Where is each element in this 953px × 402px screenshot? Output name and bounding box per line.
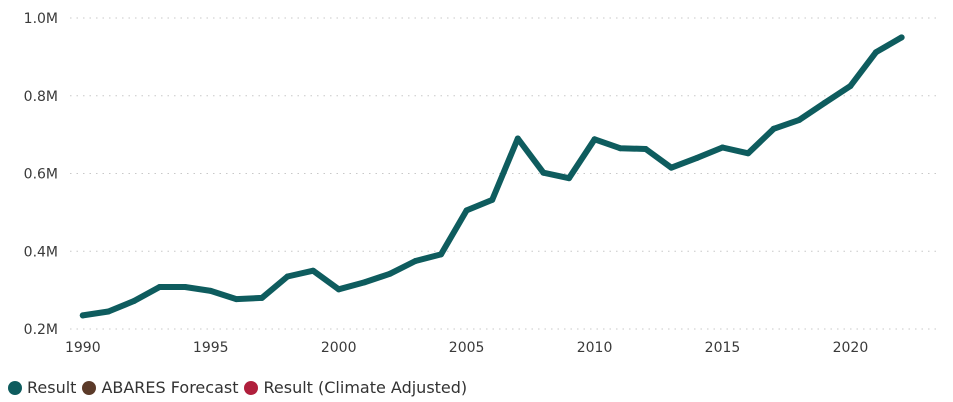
x-tick-label: 1995: [193, 340, 229, 356]
data-point[interactable]: [642, 146, 649, 153]
y-tick-label: 0.8M: [24, 89, 58, 105]
data-point[interactable]: [156, 284, 163, 291]
data-point[interactable]: [207, 287, 214, 294]
data-point[interactable]: [335, 286, 342, 293]
data-point[interactable]: [258, 294, 265, 301]
line-chart: 0.2M 0.4M 0.6M 0.8M 1.0M 1990 1995 2000 2005 201…: [24, 11, 940, 356]
series-line-result[interactable]: [79, 34, 905, 319]
x-tick-label: 2000: [321, 340, 357, 356]
x-tick-label: 2020: [833, 340, 869, 356]
x-tick-label: 1990: [65, 340, 101, 356]
legend-marker-result: [8, 380, 22, 395]
data-point[interactable]: [847, 83, 854, 90]
x-axis-ticks: 1990 1995 2000 2005 2010 2015 2020: [65, 340, 868, 356]
y-tick-label: 0.2M: [24, 322, 58, 338]
legend-label-result: Result: [27, 378, 77, 397]
legend-item-abares-forecast[interactable]: ABARES Forecast: [82, 378, 238, 397]
chart-legend: Result ABARES Forecast Result (Climate A…: [8, 378, 473, 397]
data-point[interactable]: [361, 279, 368, 286]
data-point[interactable]: [386, 270, 393, 277]
data-point[interactable]: [310, 267, 317, 274]
data-point[interactable]: [796, 116, 803, 123]
data-point[interactable]: [463, 207, 470, 214]
x-tick-label: 2010: [577, 340, 613, 356]
legend-marker-result-climate-adjusted: [244, 380, 259, 395]
data-point[interactable]: [668, 164, 675, 171]
data-point[interactable]: [514, 135, 521, 142]
chart-series: [79, 34, 905, 319]
y-axis-ticks: 0.2M 0.4M 0.6M 0.8M 1.0M: [24, 11, 58, 338]
data-point[interactable]: [770, 125, 777, 132]
data-point[interactable]: [745, 150, 752, 157]
data-point[interactable]: [412, 257, 419, 264]
data-point[interactable]: [591, 136, 598, 143]
data-point[interactable]: [284, 273, 291, 280]
data-point[interactable]: [489, 196, 496, 203]
data-point[interactable]: [873, 49, 880, 56]
y-tick-label: 1.0M: [24, 11, 58, 27]
data-point[interactable]: [540, 169, 547, 176]
data-point[interactable]: [233, 296, 240, 303]
data-point[interactable]: [719, 144, 726, 151]
y-tick-label: 0.6M: [24, 167, 58, 183]
data-point[interactable]: [565, 175, 572, 182]
x-tick-label: 2005: [449, 340, 485, 356]
legend-label-abares-forecast: ABARES Forecast: [101, 378, 239, 397]
y-tick-label: 0.4M: [24, 244, 58, 260]
data-point[interactable]: [438, 251, 445, 258]
data-point[interactable]: [617, 145, 624, 152]
data-point[interactable]: [693, 154, 700, 161]
data-point[interactable]: [821, 99, 828, 106]
data-point[interactable]: [105, 308, 112, 315]
data-point[interactable]: [130, 298, 137, 305]
legend-label-result-climate-adjusted: Result (Climate Adjusted): [263, 378, 468, 397]
legend-marker-abares-forecast: [82, 380, 97, 395]
data-point[interactable]: [898, 34, 905, 41]
data-point[interactable]: [79, 312, 86, 319]
legend-item-result[interactable]: Result: [8, 378, 76, 397]
legend-item-result-climate-adjusted[interactable]: Result (Climate Adjusted): [244, 378, 467, 397]
data-point[interactable]: [182, 284, 189, 291]
x-tick-label: 2015: [705, 340, 741, 356]
